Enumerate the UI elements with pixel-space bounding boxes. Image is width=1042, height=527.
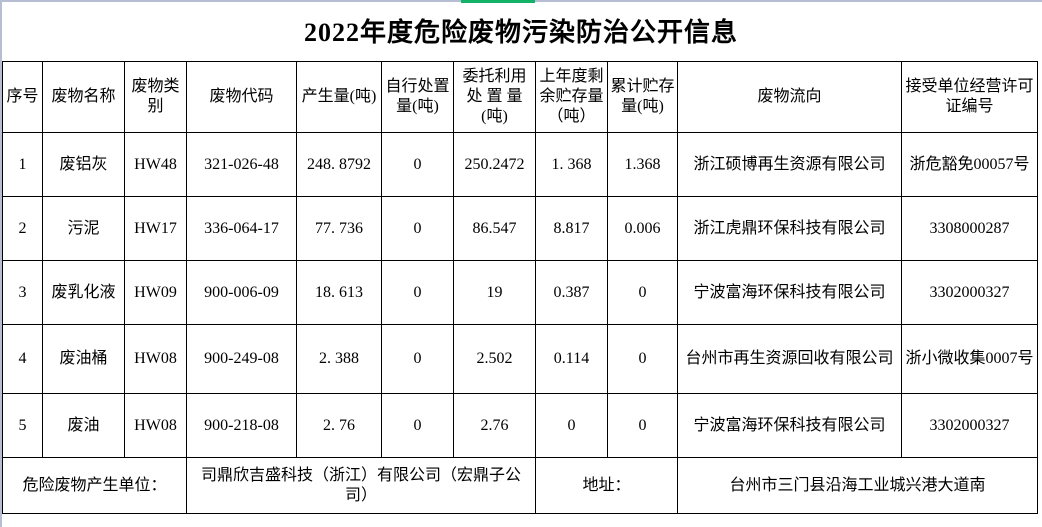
table-cell: 0: [607, 260, 678, 325]
table-cell: 0: [381, 393, 454, 458]
address-value: 台州市三门县沿海工业城兴港大道南: [677, 457, 1038, 514]
table-cell: 900-218-08: [186, 393, 297, 458]
table-header-row: 序号 废物名称 废物类 别 废物代码 产生量(吨) 自行处置 量(吨) 委托利用…: [2, 61, 1038, 133]
table-cell: 2.502: [453, 324, 536, 394]
producer-name: 司鼎欣吉盛科技（浙江）有限公司（宏鼎子公司）: [186, 457, 536, 514]
table-row: 3 废乳化液 HW09 900-006-09 18. 613 0 19 0.38…: [2, 260, 1038, 325]
table-cell: 浙江硕博再生资源有限公司: [677, 132, 902, 197]
table-cell: 0: [381, 132, 454, 197]
table-cell: HW08: [124, 393, 187, 458]
table-cell: 废乳化液: [42, 260, 125, 325]
table-cell: 0.006: [607, 196, 678, 261]
table-cell: 1: [2, 132, 43, 197]
green-accent-bar: [461, 0, 535, 3]
table-cell: 321-026-48: [186, 132, 297, 197]
table-cell: 废油桶: [42, 324, 125, 394]
col-header-waste-destination: 废物流向: [677, 61, 902, 133]
table-row: 4 废油桶 HW08 900-249-08 2. 388 0 2.502 0.1…: [2, 324, 1038, 394]
table-cell: 2: [2, 196, 43, 261]
table-cell: 86.547: [453, 196, 536, 261]
table-cell: 废铝灰: [42, 132, 125, 197]
col-header-waste-category: 废物类 别: [124, 61, 187, 133]
table-cell: 0: [381, 260, 454, 325]
table-footer-row: 危险废物产生单位： 司鼎欣吉盛科技（浙江）有限公司（宏鼎子公司） 地址： 台州市…: [2, 457, 1038, 514]
table-cell: 336-064-17: [186, 196, 297, 261]
col-header-waste-name: 废物名称: [42, 61, 125, 133]
col-header-self-disposal: 自行处置 量(吨): [381, 61, 454, 133]
producer-label: 危险废物产生单位：: [2, 457, 187, 514]
table-cell: 18. 613: [296, 260, 382, 325]
hazardous-waste-table: 序号 废物名称 废物类 别 废物代码 产生量(吨) 自行处置 量(吨) 委托利用…: [2, 61, 1038, 514]
table-cell: 1. 368: [535, 132, 608, 197]
table-cell: 浙江虎鼎环保科技有限公司: [677, 196, 902, 261]
table-cell: 248. 8792: [296, 132, 382, 197]
table-cell: 19: [453, 260, 536, 325]
table-cell: 2.76: [453, 393, 536, 458]
table-cell: 2. 388: [296, 324, 382, 394]
col-header-generated-amount: 产生量(吨): [296, 61, 382, 133]
table-cell: 900-006-09: [186, 260, 297, 325]
table-cell: 0: [607, 393, 678, 458]
table-cell: 宁波富海环保科技有限公司: [677, 260, 902, 325]
table-cell: HW17: [124, 196, 187, 261]
table-cell: 3302000327: [901, 393, 1038, 458]
table-cell: HW09: [124, 260, 187, 325]
table-cell: 浙危豁免00057号: [901, 132, 1038, 197]
table-cell: 台州市再生资源回收有限公司: [677, 324, 902, 394]
table-cell: HW08: [124, 324, 187, 394]
table-cell: 0.114: [535, 324, 608, 394]
table-cell: 浙小微收集0007号: [901, 324, 1038, 394]
table-row: 5 废油 HW08 900-218-08 2. 76 0 2.76 0 0 宁波…: [2, 393, 1038, 458]
table-cell: 3: [2, 260, 43, 325]
table-cell: HW48: [124, 132, 187, 197]
table-row: 1 废铝灰 HW48 321-026-48 248. 8792 0 250.24…: [2, 132, 1038, 197]
table-cell: 0: [607, 324, 678, 394]
col-header-seq: 序号: [2, 61, 43, 133]
table-cell: 2. 76: [296, 393, 382, 458]
table-cell: 0: [381, 324, 454, 394]
table-cell: 900-249-08: [186, 324, 297, 394]
address-label: 地址：: [535, 457, 678, 514]
table-cell: 1.368: [607, 132, 678, 197]
table-cell: 0.387: [535, 260, 608, 325]
table-cell: 3308000287: [901, 196, 1038, 261]
table-cell: 宁波富海环保科技有限公司: [677, 393, 902, 458]
table-cell: 5: [2, 393, 43, 458]
col-header-license-number: 接受单位经营许可 证编号: [901, 61, 1038, 133]
table-cell: 250.2472: [453, 132, 536, 197]
table-cell: 3302000327: [901, 260, 1038, 325]
col-header-prev-year-storage: 上年度剩 余贮存量 （吨）: [535, 61, 608, 133]
table-cell: 8.817: [535, 196, 608, 261]
table-cell: 4: [2, 324, 43, 394]
col-header-cumulative-storage: 累计贮存 量(吨): [607, 61, 678, 133]
col-header-waste-code: 废物代码: [186, 61, 297, 133]
table-cell: 77. 736: [296, 196, 382, 261]
page-left-border-line: [0, 0, 2, 527]
col-header-entrusted-disposal: 委托利用 处 置 量 (吨): [453, 61, 536, 133]
table-cell: 污泥: [42, 196, 125, 261]
page-title: 2022年度危险废物污染防治公开信息: [303, 18, 738, 47]
table-row: 2 污泥 HW17 336-064-17 77. 736 0 86.547 8.…: [2, 196, 1038, 261]
table-cell: 0: [381, 196, 454, 261]
table-cell: 0: [535, 393, 608, 458]
table-cell: 废油: [42, 393, 125, 458]
